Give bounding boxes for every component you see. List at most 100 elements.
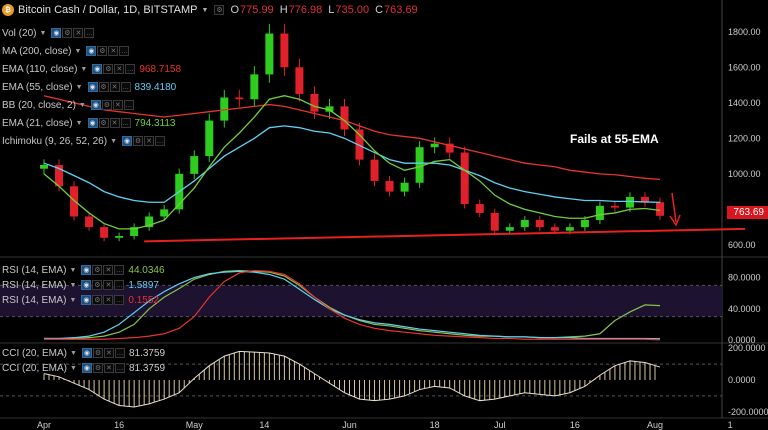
chevron-down-icon[interactable]: ▼ xyxy=(39,29,47,37)
close-icon[interactable]: ✕ xyxy=(103,280,114,290)
candle xyxy=(445,143,454,153)
price-legend-2[interactable]: EMA (110, close) ▼ ◉ ⚙ ✕… 968.7158 xyxy=(2,62,181,76)
chevron-down-icon[interactable]: ▼ xyxy=(75,119,83,127)
eye-icon[interactable]: ◉ xyxy=(81,348,92,358)
legend-buttons: ◉ ⚙ ✕… xyxy=(81,265,125,275)
candle xyxy=(370,159,379,181)
chevron-down-icon[interactable]: ▼ xyxy=(69,296,77,304)
eye-icon[interactable]: ◉ xyxy=(51,28,62,38)
price-legend-0[interactable]: Vol (20) ▼ ◉ ⚙ ✕… xyxy=(2,26,95,40)
eye-icon[interactable]: ◉ xyxy=(81,265,92,275)
more-icon[interactable]: … xyxy=(155,136,165,146)
settings-icon[interactable]: ⚙ xyxy=(92,265,103,275)
chevron-down-icon[interactable]: ▼ xyxy=(75,83,83,91)
cci-legend-0[interactable]: CCI (20, EMA) ▼ ◉ ⚙ ✕… 81.3759 xyxy=(2,346,165,360)
eye-icon[interactable]: ◉ xyxy=(92,64,103,74)
settings-icon[interactable]: ⚙ xyxy=(103,64,114,74)
x-axis-label: 16 xyxy=(114,420,124,430)
legend-value: 794.3113 xyxy=(134,117,176,129)
more-icon[interactable]: … xyxy=(114,280,125,290)
legend-value: 968.7158 xyxy=(139,63,182,75)
cci-legend-1[interactable]: CCI (20, EMA) ▼ ◉ ⚙ ✕… 81.3759 xyxy=(2,361,165,375)
close-icon[interactable]: ✕ xyxy=(73,28,84,38)
eye-icon[interactable]: ◉ xyxy=(122,136,132,146)
close-icon[interactable]: ✕ xyxy=(114,64,125,74)
settings-icon[interactable]: ⚙ xyxy=(62,28,73,38)
eye-icon[interactable]: ◉ xyxy=(87,82,98,92)
price-legend-1[interactable]: MA (200, close) ▼ ◉ ⚙ ✕… xyxy=(2,44,130,58)
chevron-down-icon[interactable]: ▼ xyxy=(70,364,77,372)
more-icon[interactable]: … xyxy=(114,295,125,305)
symbol-title[interactable]: Bitcoin Cash / Dollar, 1D, BITSTAMP xyxy=(18,4,198,16)
more-icon[interactable]: … xyxy=(119,46,130,56)
eye-icon[interactable]: ◉ xyxy=(81,363,92,373)
eye-icon[interactable]: ◉ xyxy=(87,118,98,128)
settings-icon[interactable]: ⚙ xyxy=(92,348,103,358)
eye-icon[interactable]: ◉ xyxy=(90,100,101,110)
price-legend-3[interactable]: EMA (55, close) ▼ ◉ ⚙ ✕… 839.4180 xyxy=(2,80,176,94)
eye-icon[interactable]: ◉ xyxy=(81,295,92,305)
candle xyxy=(100,227,109,238)
close-icon[interactable]: ✕ xyxy=(144,136,154,146)
close-icon[interactable]: ✕ xyxy=(109,82,120,92)
candle xyxy=(490,212,499,231)
legend-buttons: ◉ ⚙ ✕… xyxy=(87,82,131,92)
price-legend-6[interactable]: Ichimoku (9, 26, 52, 26) ▼ ◉ ⚙ ✕… xyxy=(2,134,165,148)
more-icon[interactable]: … xyxy=(125,64,136,74)
legend-buttons: ◉ ⚙ ✕… xyxy=(81,348,125,358)
settings-icon[interactable]: ⚙ xyxy=(98,118,109,128)
settings-icon[interactable]: ⚙ xyxy=(92,280,103,290)
chevron-down-icon[interactable]: ▼ xyxy=(69,281,77,289)
x-axis-label: May xyxy=(186,420,204,430)
chevron-down-icon[interactable]: ▼ xyxy=(80,65,88,73)
more-icon[interactable]: … xyxy=(120,82,131,92)
more-icon[interactable]: … xyxy=(114,348,125,358)
more-icon[interactable]: … xyxy=(84,28,95,38)
price-legend-5[interactable]: EMA (21, close) ▼ ◉ ⚙ ✕… 794.3113 xyxy=(2,116,176,130)
more-icon[interactable]: … xyxy=(114,363,125,373)
settings-icon[interactable]: ⚙ xyxy=(133,136,143,146)
close-icon[interactable]: ✕ xyxy=(108,46,119,56)
close-icon[interactable]: ✕ xyxy=(103,295,114,305)
settings-icon[interactable]: ⚙ xyxy=(97,46,108,56)
chevron-down-icon[interactable]: ▼ xyxy=(110,137,117,145)
chevron-down-icon[interactable]: ▼ xyxy=(70,349,77,357)
rsi-legend-0[interactable]: RSI (14, EMA) ▼ ◉ ⚙ ✕… 44.0346 xyxy=(2,263,165,277)
cci-axis-tick: 200.0000 xyxy=(728,343,766,353)
chevron-down-icon[interactable]: ▼ xyxy=(69,266,77,274)
eye-icon[interactable]: ◉ xyxy=(86,46,97,56)
more-icon[interactable]: … xyxy=(123,100,134,110)
more-icon[interactable]: … xyxy=(114,265,125,275)
cci-axis-tick: 0.0000 xyxy=(728,375,756,385)
close-icon[interactable]: ✕ xyxy=(112,100,123,110)
price-legend-4[interactable]: BB (20, close, 2) ▼ ◉ ⚙ ✕… xyxy=(2,98,134,112)
close-icon[interactable]: ✕ xyxy=(109,118,120,128)
rsi-legend-1[interactable]: RSI (14, EMA) ▼ ◉ ⚙ ✕… 1.5897 xyxy=(2,278,159,292)
settings-icon[interactable]: ⚙ xyxy=(92,295,103,305)
candle xyxy=(550,227,559,231)
chevron-down-icon[interactable]: ▼ xyxy=(74,47,82,55)
legend-label: EMA (110, close) xyxy=(2,63,78,75)
close-icon[interactable]: ✕ xyxy=(103,363,114,373)
close-icon[interactable]: ✕ xyxy=(103,265,114,275)
legend-label: EMA (21, close) xyxy=(2,117,73,129)
price-axis-tick: 1400.00 xyxy=(728,98,761,108)
price-axis-tick: 600.00 xyxy=(728,240,756,250)
settings-icon[interactable]: ⚙ xyxy=(214,5,225,15)
eye-icon[interactable]: ◉ xyxy=(81,280,92,290)
candle xyxy=(340,106,349,130)
ohlc-o: O775.99 xyxy=(230,4,274,16)
more-icon[interactable]: … xyxy=(120,118,131,128)
ema-110-line xyxy=(43,95,661,181)
close-icon[interactable]: ✕ xyxy=(103,348,114,358)
rsi-legend-2[interactable]: RSI (14, EMA) ▼ ◉ ⚙ ✕… 0.1552 xyxy=(2,293,159,307)
legend-value: 44.0346 xyxy=(128,264,165,276)
candle xyxy=(385,180,394,192)
settings-icon[interactable]: ⚙ xyxy=(101,100,112,110)
settings-icon[interactable]: ⚙ xyxy=(98,82,109,92)
chevron-down-icon[interactable]: ▼ xyxy=(201,6,209,14)
cci-axis-tick: -200.0000 xyxy=(728,407,768,417)
settings-icon[interactable]: ⚙ xyxy=(92,363,103,373)
chevron-down-icon[interactable]: ▼ xyxy=(78,101,86,109)
legend-buttons: ◉ ⚙ ✕… xyxy=(81,280,125,290)
